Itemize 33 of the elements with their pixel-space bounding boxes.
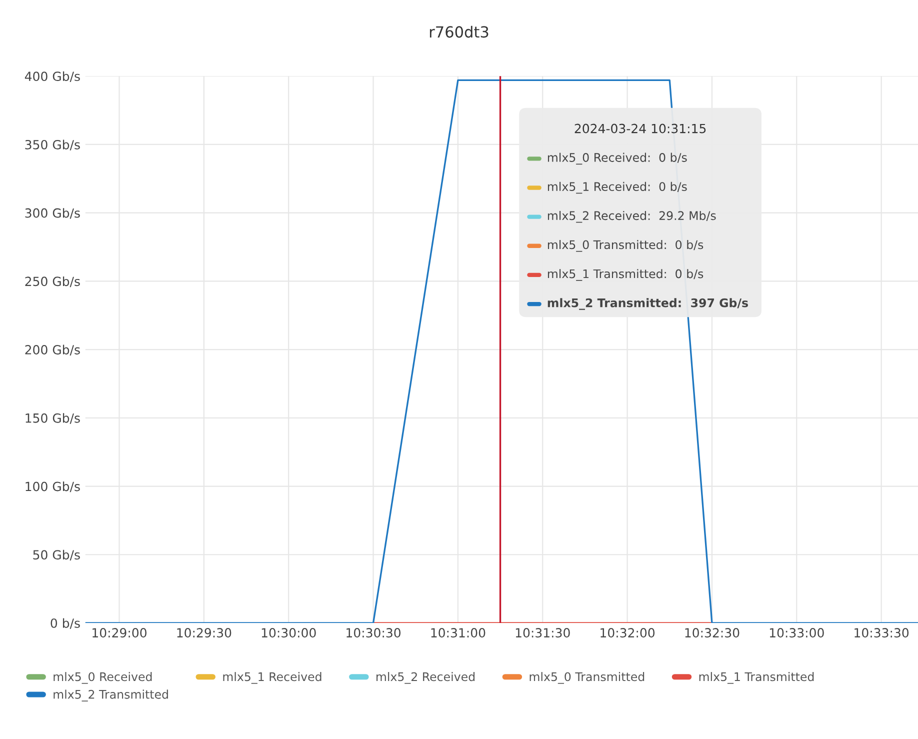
y-tick-label: 50 Gb/s	[33, 550, 80, 561]
annotation: mlx5_0 Transmitted: 0 b/s	[548, 240, 704, 252]
legend-label: mlx5_0 Received	[54, 672, 152, 684]
annotation: 2024-03-24 10:31:15	[574, 124, 706, 134]
legend-label: mlx5_1 Received	[223, 672, 322, 684]
legend-label: mlx5_2 Transmitted	[54, 690, 168, 702]
y-tick-label: 350 Gb/s	[25, 140, 80, 150]
chart-title: r760dt3	[430, 26, 488, 38]
y-tick-label: 100 Gb/s	[26, 482, 80, 492]
x-tick-label: 10:29:30	[177, 628, 232, 638]
x-tick-label: 10:31:00	[431, 628, 486, 638]
x-tick-label: 10:32:00	[600, 628, 655, 638]
y-tick-label: 150 Gb/s	[26, 413, 80, 424]
annotation: mlx5_1 Received: 0 b/s	[548, 182, 687, 194]
y-tick-label: 0 b/s	[50, 618, 80, 629]
y-tick-label: 200 Gb/s	[25, 344, 80, 356]
x-tick-label: 10:29:00	[92, 628, 146, 638]
x-tick-label: 10:31:30	[516, 628, 570, 638]
annotation: mlx5_2 Transmitted: 397 Gb/s	[548, 298, 748, 310]
legend-label: mlx5_0 Transmitted	[530, 672, 644, 684]
annotation: mlx5_1 Transmitted: 0 b/s	[548, 269, 704, 281]
y-tick-label: 250 Gb/s	[25, 276, 80, 288]
x-tick-label: 10:32:30	[685, 628, 740, 638]
x-tick-label: 10:33:30	[854, 628, 909, 638]
annotation: mlx5_0 Received: 0 b/s	[548, 152, 687, 165]
annotation: mlx5_2 Received: 29.2 Mb/s	[548, 210, 716, 223]
legend-label: mlx5_1 Transmitted	[699, 672, 814, 684]
y-tick-label: 400 Gb/s	[24, 71, 80, 82]
x-tick-label: 10:33:00	[770, 628, 824, 638]
x-tick-label: 10:30:30	[346, 628, 401, 638]
y-tick-label: 300 Gb/s	[25, 208, 80, 219]
x-tick-label: 10:30:00	[262, 628, 316, 638]
legend-label: mlx5_2 Received	[376, 672, 475, 684]
